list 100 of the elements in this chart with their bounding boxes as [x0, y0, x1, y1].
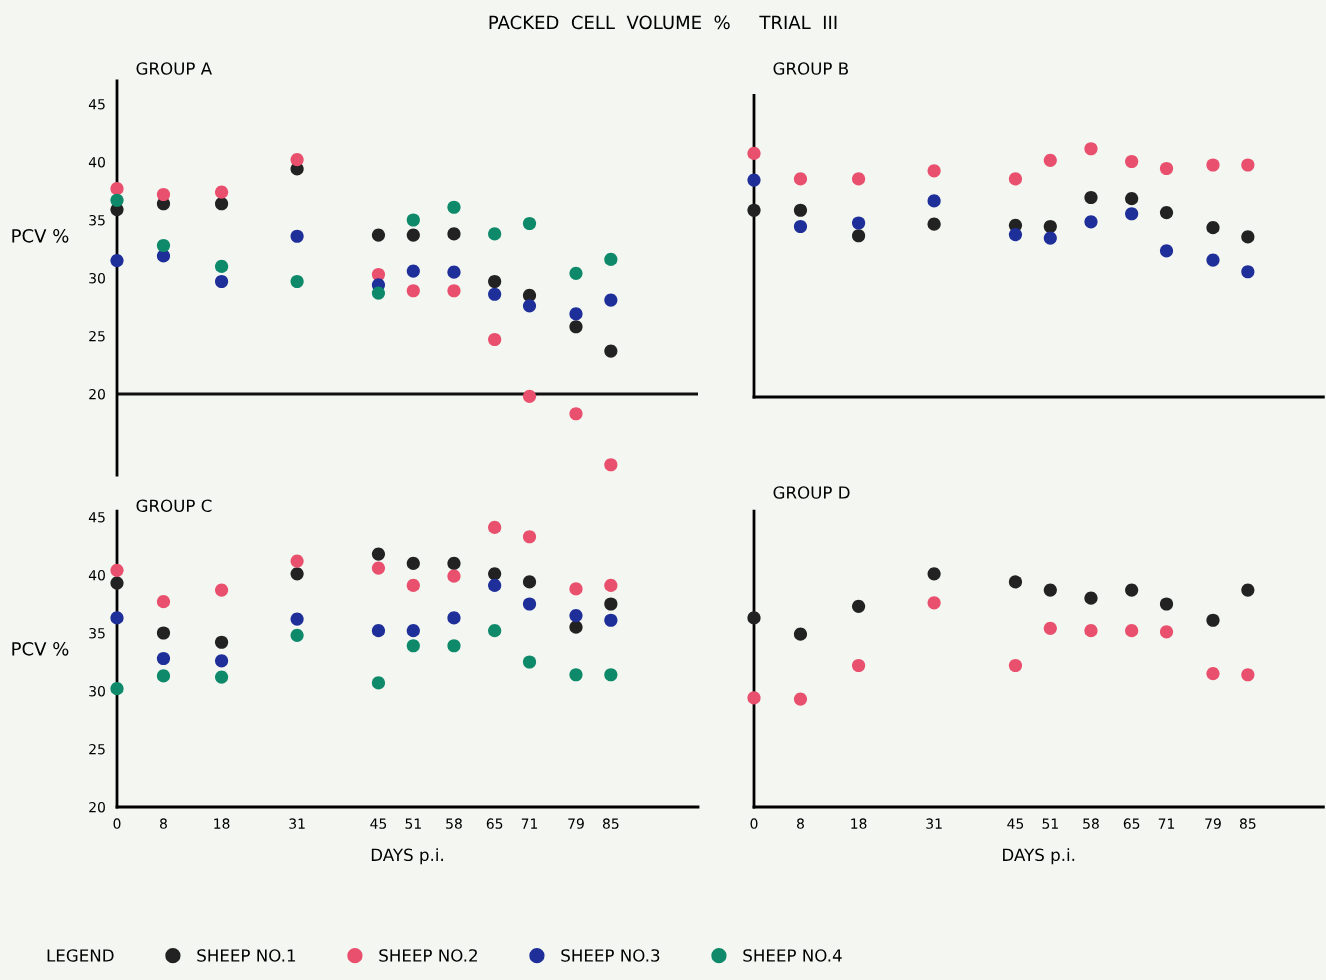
- x-tick-label: 65: [486, 818, 503, 829]
- chart-title: GROUP B: [773, 62, 848, 75]
- point: [156, 626, 171, 640]
- x-tick-label: 31: [926, 818, 942, 829]
- point: [927, 217, 941, 231]
- x-tick-label: 45: [370, 818, 387, 829]
- point: [1084, 591, 1098, 605]
- point: [1206, 667, 1220, 681]
- point: [1008, 172, 1023, 186]
- x-tick-label: 31: [289, 818, 305, 829]
- point: [1008, 575, 1023, 589]
- point: [569, 407, 583, 421]
- point: [488, 567, 502, 581]
- chart-title: GROUP D: [773, 486, 850, 499]
- point: [522, 299, 537, 313]
- point: [290, 554, 304, 568]
- point: [447, 200, 461, 214]
- point: [851, 658, 866, 673]
- legend-label: SHEEP NO.2: [379, 949, 477, 962]
- point: [371, 561, 386, 575]
- point: [1241, 668, 1255, 682]
- point: [110, 193, 124, 207]
- point: [214, 583, 229, 597]
- point: [1206, 158, 1220, 172]
- y-axis-title: PCV %: [12, 228, 69, 243]
- point: [488, 227, 502, 241]
- point: [156, 187, 171, 202]
- x-tick-label: 85: [602, 818, 619, 829]
- point: [214, 274, 229, 289]
- point: [1043, 583, 1057, 597]
- point: [569, 668, 583, 682]
- point: [1084, 215, 1098, 229]
- point: [927, 194, 941, 208]
- legend-label: SHEEP NO.4: [743, 949, 842, 962]
- x-tick-label: 51: [1042, 818, 1058, 829]
- point: [793, 219, 808, 234]
- point: [1043, 153, 1057, 167]
- point: [851, 172, 866, 186]
- point: [290, 153, 304, 167]
- x-tick-label: 58: [1083, 818, 1099, 829]
- point: [371, 267, 386, 282]
- x-tick-label: 71: [1158, 818, 1175, 829]
- y-tick-label: 45: [88, 512, 105, 523]
- point: [793, 203, 808, 217]
- point: [1125, 154, 1139, 169]
- point: [290, 229, 304, 243]
- y-tick-label: 40: [88, 156, 105, 168]
- x-tick-label: 85: [1239, 818, 1256, 829]
- chart-title: GROUP C: [136, 499, 212, 513]
- point: [447, 227, 461, 241]
- chart-title: GROUP A: [136, 62, 212, 75]
- point: [927, 596, 941, 610]
- point: [447, 569, 461, 583]
- y-tick-label: 35: [89, 627, 105, 639]
- point: [1159, 597, 1174, 611]
- point: [110, 611, 124, 625]
- point: [447, 611, 461, 625]
- point: [1159, 244, 1174, 258]
- point: [1084, 190, 1098, 205]
- point: [747, 146, 761, 160]
- x-tick-label: 51: [405, 818, 421, 829]
- point: [156, 238, 171, 253]
- y-tick-label: 20: [89, 801, 105, 813]
- point: [1159, 205, 1174, 220]
- y-tick-label: 20: [89, 388, 105, 400]
- point: [793, 172, 808, 186]
- x-tick-label: 71: [521, 818, 538, 829]
- point: [1241, 583, 1255, 597]
- legend-label: SHEEP NO.3: [561, 949, 660, 962]
- x-tick-label: 65: [1123, 818, 1140, 829]
- point: [156, 669, 171, 683]
- y-tick-label: 25: [89, 330, 105, 342]
- point: [522, 216, 537, 231]
- point: [1084, 142, 1098, 156]
- point: [522, 389, 537, 403]
- x-tick-label: 0: [113, 818, 121, 829]
- x-tick-label: 8: [797, 818, 804, 829]
- point: [604, 252, 618, 267]
- point: [569, 609, 583, 623]
- point: [522, 575, 537, 589]
- point: [851, 599, 866, 613]
- point: [569, 266, 583, 280]
- x-tick-label: 18: [851, 818, 867, 829]
- point: [604, 344, 618, 358]
- point: [522, 530, 537, 544]
- point: [1241, 230, 1255, 244]
- point: [214, 185, 229, 199]
- point: [604, 578, 618, 593]
- point: [1043, 231, 1057, 245]
- point: [1008, 228, 1023, 242]
- y-tick-label: 45: [88, 99, 105, 110]
- x-tick-label: 79: [1205, 818, 1221, 829]
- point: [447, 556, 461, 570]
- point: [927, 567, 941, 581]
- point: [569, 307, 583, 321]
- point: [290, 628, 304, 642]
- point: [1159, 161, 1174, 176]
- point: [488, 624, 502, 638]
- x-axis-title: DAYS p.i.: [371, 848, 443, 865]
- y-tick-label: 30: [89, 685, 105, 697]
